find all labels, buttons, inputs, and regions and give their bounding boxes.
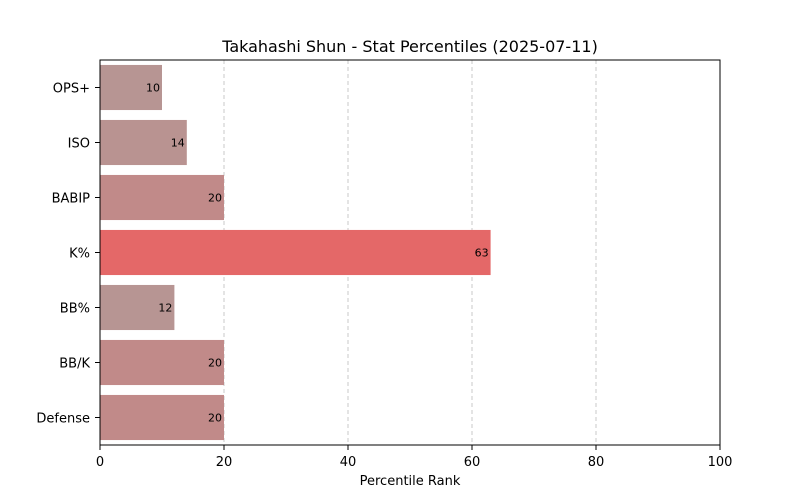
bar bbox=[100, 394, 224, 441]
bar-value-label: 12 bbox=[158, 302, 172, 315]
bar bbox=[100, 174, 224, 221]
bar bbox=[100, 284, 175, 331]
x-tick-label: 80 bbox=[588, 455, 605, 470]
y-tick-label: BABIP bbox=[52, 192, 91, 207]
x-tick-label: 20 bbox=[216, 455, 233, 470]
bars: 10 14 20 63 12 20 20 bbox=[100, 64, 491, 441]
bar-value-label: 10 bbox=[146, 82, 160, 95]
x-tick-label: 60 bbox=[464, 455, 481, 470]
y-axis: OPS+ ISO BABIP K% BB% BB/K Defense bbox=[36, 82, 100, 427]
bar-value-label: 20 bbox=[208, 192, 222, 205]
x-axis-label: Percentile Rank bbox=[360, 474, 461, 489]
bar bbox=[100, 119, 187, 166]
bar-value-label: 63 bbox=[475, 247, 489, 260]
bar-value-label: 20 bbox=[208, 412, 222, 425]
y-tick-label: BB/K bbox=[59, 357, 90, 372]
bar bbox=[100, 64, 162, 111]
x-axis: 0 20 40 60 80 100 bbox=[96, 445, 733, 470]
x-tick-label: 100 bbox=[708, 455, 733, 470]
bar bbox=[100, 229, 491, 276]
y-tick-label: OPS+ bbox=[53, 82, 90, 97]
y-tick-label: ISO bbox=[68, 137, 90, 152]
x-tick-label: 40 bbox=[340, 455, 357, 470]
y-tick-label: BB% bbox=[60, 302, 90, 317]
bar-value-label: 20 bbox=[208, 357, 222, 370]
chart-title: Takahashi Shun - Stat Percentiles (2025-… bbox=[221, 37, 598, 56]
x-tick-label: 0 bbox=[96, 455, 104, 470]
y-tick-label: K% bbox=[69, 247, 90, 262]
bar-value-label: 14 bbox=[171, 137, 185, 150]
y-tick-label: Defense bbox=[36, 412, 90, 427]
bar bbox=[100, 339, 224, 386]
